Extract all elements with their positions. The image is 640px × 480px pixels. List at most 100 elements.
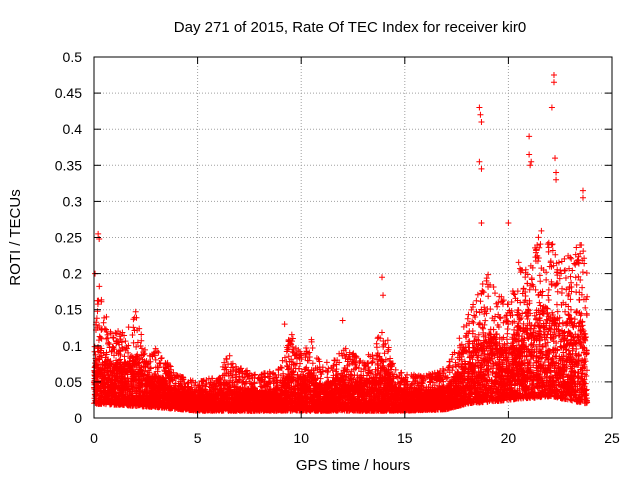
data-point [581, 260, 588, 267]
data-point [544, 339, 551, 346]
data-point [581, 376, 588, 383]
data-point [545, 286, 552, 293]
data-point [520, 320, 527, 327]
data-point [539, 375, 546, 382]
data-point [552, 362, 559, 369]
data-point [512, 295, 519, 302]
data-point [556, 275, 563, 282]
data-point [494, 303, 501, 310]
data-point [580, 248, 587, 255]
data-point [378, 329, 385, 336]
data-point [572, 261, 579, 268]
data-point [221, 372, 228, 379]
data-point [543, 276, 550, 283]
data-point [580, 344, 587, 351]
data-point [109, 334, 116, 341]
data-point [558, 258, 565, 265]
data-point [381, 350, 388, 357]
data-point [549, 309, 556, 316]
data-point [474, 291, 481, 298]
data-point [474, 384, 481, 391]
data-point [138, 331, 145, 338]
data-point [124, 387, 131, 394]
data-point [562, 267, 569, 274]
data-point [577, 385, 584, 392]
data-point [504, 330, 511, 337]
data-point [526, 286, 533, 293]
data-point [465, 311, 472, 318]
data-point [493, 330, 500, 337]
roti-scatter-points [91, 72, 591, 414]
data-point [567, 296, 574, 303]
data-point [473, 297, 480, 304]
data-point [352, 352, 359, 359]
data-point [495, 311, 502, 318]
data-point [539, 288, 546, 295]
data-point [114, 337, 121, 344]
data-point [533, 316, 540, 323]
data-point [380, 343, 387, 350]
data-point [519, 310, 526, 317]
data-point [374, 335, 381, 342]
data-point [508, 299, 515, 306]
data-point [569, 267, 576, 274]
data-point [552, 251, 559, 258]
data-point [200, 377, 207, 384]
data-point [111, 352, 118, 359]
data-point [100, 350, 107, 357]
data-point [501, 313, 508, 320]
data-point [515, 259, 522, 266]
data-point [577, 276, 584, 283]
data-point [323, 359, 330, 366]
data-point [583, 310, 590, 317]
data-point [309, 360, 316, 367]
data-point [121, 332, 128, 339]
data-point [521, 299, 528, 306]
data-point [98, 345, 105, 352]
data-point [340, 347, 347, 354]
data-point [308, 338, 315, 345]
data-point [511, 291, 518, 298]
data-point [297, 360, 304, 367]
data-point [459, 360, 466, 367]
data-point [283, 358, 290, 365]
data-point [532, 286, 539, 293]
data-point [313, 355, 320, 362]
data-point [482, 317, 489, 324]
data-point [152, 356, 159, 363]
data-point [583, 269, 590, 276]
data-point [324, 374, 331, 381]
data-point [472, 313, 479, 320]
data-point [537, 278, 544, 285]
data-point [540, 266, 547, 273]
data-point [493, 300, 500, 307]
data-point [538, 227, 545, 234]
data-point [579, 269, 586, 276]
data-point [134, 339, 141, 346]
data-point [117, 336, 124, 343]
data-point [499, 301, 506, 308]
data-point [285, 353, 292, 360]
data-point [125, 342, 132, 349]
data-point [248, 380, 255, 387]
data-point [499, 298, 506, 305]
data-point [342, 355, 349, 362]
data-point [107, 328, 114, 335]
data-point [482, 332, 489, 339]
data-point [567, 254, 574, 261]
data-point [525, 306, 532, 313]
data-point [354, 372, 361, 379]
data-point [108, 348, 115, 355]
data-point [486, 331, 493, 338]
data-point [561, 255, 568, 262]
data-point [524, 280, 531, 287]
data-point [532, 257, 539, 264]
data-point [578, 291, 585, 298]
data-point [96, 356, 103, 363]
data-point [543, 305, 550, 311]
data-point [530, 283, 537, 290]
data-point [425, 384, 432, 391]
data-point [572, 274, 579, 281]
data-point [270, 369, 277, 376]
data-point [477, 298, 484, 305]
